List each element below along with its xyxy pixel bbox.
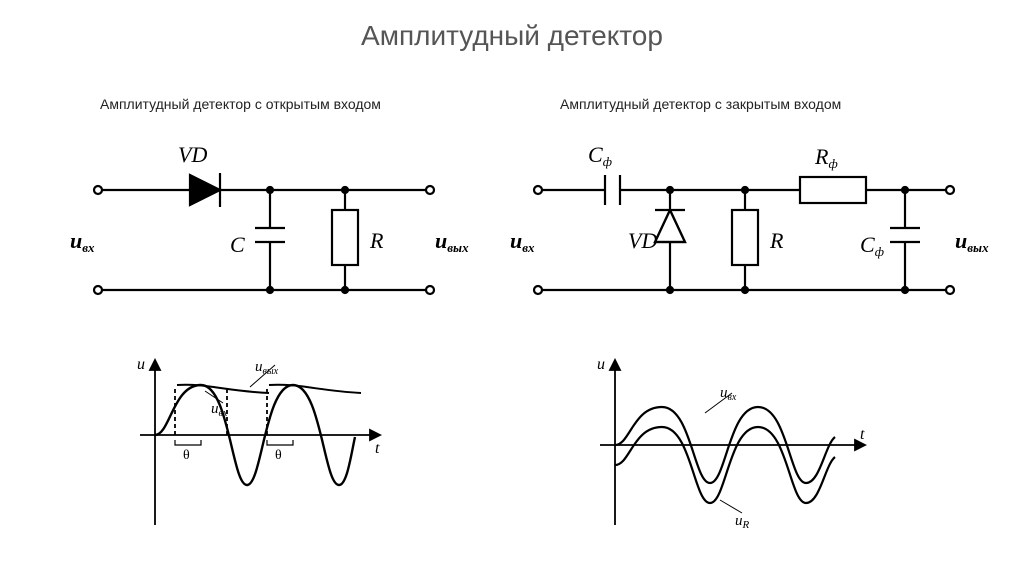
left-plot: u t uвых uвх θ θ bbox=[115, 345, 405, 545]
label-vd: VD bbox=[178, 142, 207, 167]
page-title: Амплитудный детектор bbox=[0, 20, 1024, 52]
left-circuit: VD C R uвх uвых bbox=[70, 130, 470, 330]
label-vd-r: VD bbox=[628, 228, 657, 253]
right-subtitle: Амплитудный детектор с закрытым входом bbox=[560, 96, 841, 112]
axis-u: u bbox=[137, 356, 145, 373]
label-r-r: R bbox=[769, 228, 784, 253]
label-c: C bbox=[230, 232, 245, 257]
label-uin-r: uвх bbox=[510, 228, 535, 255]
axis-t-r: t bbox=[860, 426, 865, 443]
label-r: R bbox=[369, 228, 384, 253]
label-cf-top: Cф bbox=[588, 142, 612, 169]
theta-2: θ bbox=[275, 448, 282, 463]
right-circuit: Cф Rф VD R Cф uвх uвых bbox=[510, 130, 990, 330]
label-uin: uвх bbox=[70, 228, 95, 255]
label-uout-r: uвых bbox=[955, 228, 989, 255]
label-uout: uвых bbox=[435, 228, 469, 255]
right-plot: u t uвх uR bbox=[570, 345, 890, 545]
left-subtitle: Амплитудный детектор с открытым входом bbox=[100, 96, 381, 112]
label-rf: Rф bbox=[814, 144, 838, 171]
axis-t: t bbox=[375, 440, 380, 457]
label-cf-right: Cф bbox=[860, 232, 884, 259]
axis-u-r: u bbox=[597, 356, 605, 373]
curve-ur: uR bbox=[735, 513, 750, 531]
theta-1: θ bbox=[183, 448, 190, 463]
curve-uout: uвых bbox=[255, 359, 279, 377]
